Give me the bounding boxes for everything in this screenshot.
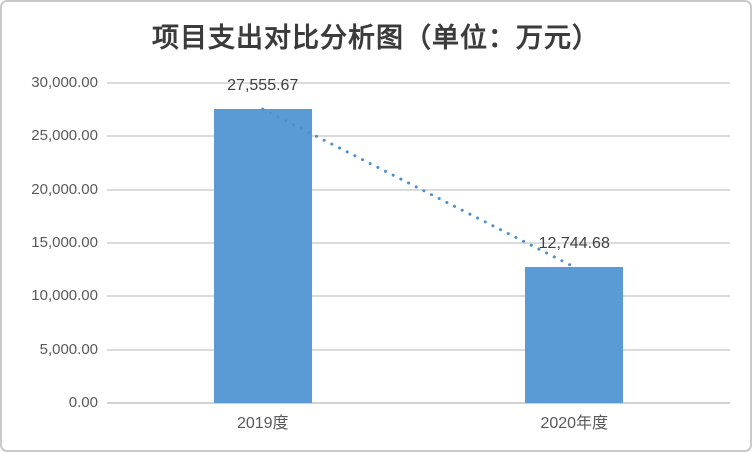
- gridline: [107, 348, 730, 351]
- y-axis-tick-label: 5,000.00: [39, 340, 98, 358]
- y-axis-tick-label: 0.00: [68, 394, 98, 411]
- y-axis-tick-label: 25,000.00: [31, 127, 98, 145]
- gridline: [107, 82, 730, 84]
- gridline: [107, 135, 730, 138]
- bar-value-label: 27,555.67: [227, 77, 299, 95]
- bar-value-label: 12,744.68: [538, 235, 610, 253]
- y-axis-tick-label: 20,000.00: [31, 180, 98, 198]
- gridline: [107, 242, 730, 244]
- bar-2019度: [213, 109, 312, 403]
- x-axis-label: 2019度: [236, 415, 289, 432]
- gridline: [107, 188, 730, 191]
- y-axis-tick-label: 10,000.00: [31, 287, 98, 305]
- gridline: [107, 295, 730, 298]
- bar-2020年度: [525, 267, 624, 403]
- chart-title: 项目支出对比分析图（单位：万元）: [152, 23, 600, 53]
- y-axis-tick-label: 15,000.00: [31, 234, 98, 251]
- x-axis-label: 2020年度: [540, 415, 609, 432]
- x-axis-line: [107, 402, 730, 404]
- y-axis-tick-label: 30,000.00: [31, 74, 98, 91]
